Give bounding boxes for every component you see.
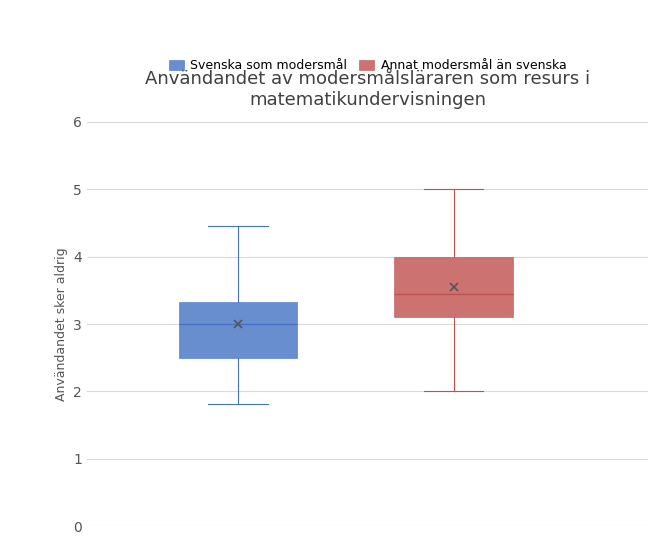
Y-axis label: Användandet sker aldrig: Användandet sker aldrig <box>55 247 67 401</box>
PathPatch shape <box>394 257 513 317</box>
PathPatch shape <box>178 302 297 358</box>
Legend: Svenska som modersmål, Annat modersmål än svenska: Svenska som modersmål, Annat modersmål ä… <box>165 55 570 76</box>
Title: Användandet av modersmålsläraren som resurs i
matematikundervisningen: Användandet av modersmålsläraren som res… <box>145 70 590 109</box>
